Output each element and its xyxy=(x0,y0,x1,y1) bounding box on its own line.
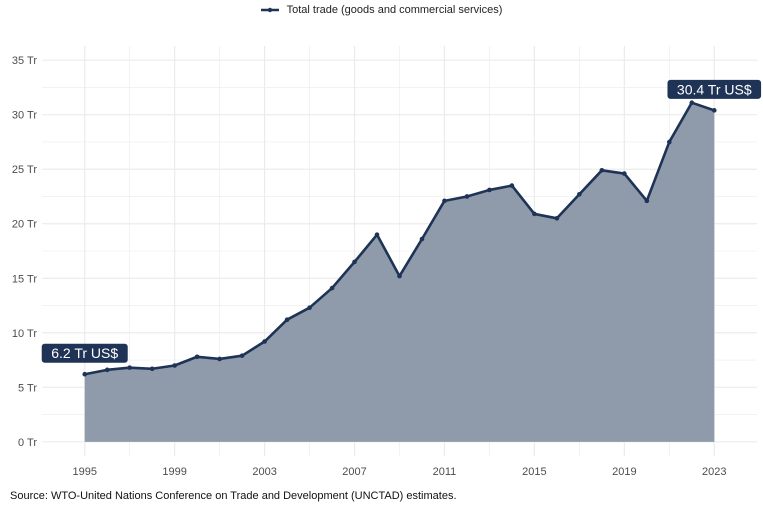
y-tick-label: 35 Tr xyxy=(12,55,37,67)
y-tick-label: 10 Tr xyxy=(12,328,37,340)
data-point-2017 xyxy=(577,191,582,197)
data-point-2006 xyxy=(329,285,335,291)
x-tick-label: 2019 xyxy=(612,466,636,478)
y-tick-label: 15 Tr xyxy=(12,273,37,285)
annotation-text: 30.4 Tr US$ xyxy=(677,81,752,97)
data-point-2012 xyxy=(464,194,470,199)
data-point-1999 xyxy=(172,363,177,368)
x-tick-label: 1995 xyxy=(72,466,96,478)
data-point-2001 xyxy=(217,356,222,362)
legend-line-swatch xyxy=(260,7,279,13)
annotation-label-1995: 6.2 Tr US$ xyxy=(41,343,128,363)
data-point-2022 xyxy=(689,100,695,106)
data-point-1996 xyxy=(104,367,110,373)
y-tick-label: 5 Tr xyxy=(18,382,37,394)
x-tick-label: 2023 xyxy=(702,466,726,478)
y-tick-label: 0 Tr xyxy=(18,437,37,449)
data-point-2000 xyxy=(194,354,200,360)
data-point-2009 xyxy=(397,273,402,279)
data-point-2013 xyxy=(487,187,492,193)
x-tick-label: 2003 xyxy=(252,466,276,478)
data-point-2003 xyxy=(262,339,267,344)
data-point-2010 xyxy=(419,236,425,242)
y-tick-label: 20 Tr xyxy=(12,219,37,231)
x-tick-label: 2007 xyxy=(342,466,366,478)
data-point-2002 xyxy=(239,353,245,358)
data-point-2023 xyxy=(711,108,717,113)
data-point-2011 xyxy=(442,198,447,204)
legend-label: Total trade (goods and commercial servic… xyxy=(286,4,503,16)
data-point-2005 xyxy=(307,305,312,311)
data-point-2007 xyxy=(352,259,357,265)
annotation-label-2023: 30.4 Tr US$ xyxy=(667,79,762,99)
annotation-box xyxy=(667,79,762,99)
x-tick-label: 2015 xyxy=(522,466,546,478)
source-note: Source: WTO-United Nations Conference on… xyxy=(10,490,457,502)
data-point-1998 xyxy=(149,366,155,372)
data-point-2020 xyxy=(644,198,650,204)
x-tick-label: 2011 xyxy=(433,466,457,478)
data-point-2018 xyxy=(599,168,605,173)
legend: Total trade (goods and commercial servic… xyxy=(0,4,763,16)
data-point-2008 xyxy=(374,232,380,237)
x-tick-label: 1999 xyxy=(162,466,186,478)
data-point-2014 xyxy=(509,183,515,188)
data-point-2016 xyxy=(554,215,560,221)
annotation-box xyxy=(41,343,128,363)
y-tick-label: 25 Tr xyxy=(12,164,37,176)
y-tick-label: 30 Tr xyxy=(12,110,37,122)
data-point-2004 xyxy=(284,317,290,322)
annotation-text: 6.2 Tr US$ xyxy=(51,345,118,361)
data-point-1997 xyxy=(127,365,132,370)
data-point-2015 xyxy=(532,211,537,217)
data-point-1995 xyxy=(82,371,88,377)
data-point-2021 xyxy=(667,139,672,145)
data-point-2019 xyxy=(622,171,627,176)
